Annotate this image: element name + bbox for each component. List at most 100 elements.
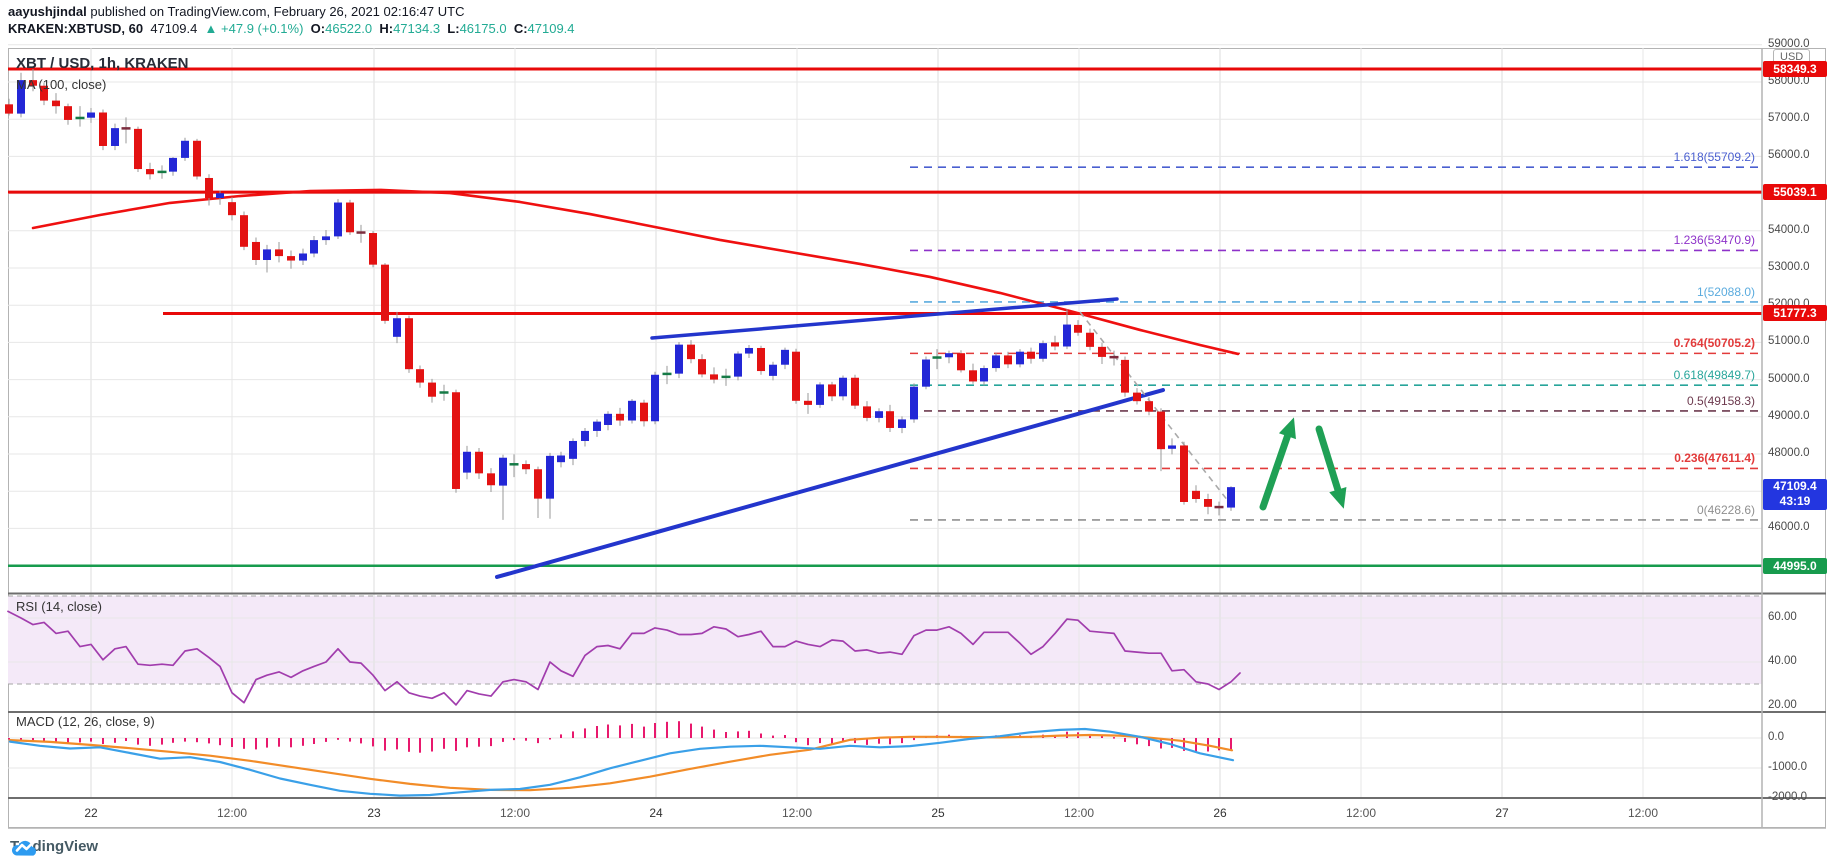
time-axis-label[interactable]: 24 (649, 806, 663, 820)
fib-level-label[interactable]: 0(46228.6) (1696, 502, 1755, 517)
candle-body[interactable] (263, 249, 271, 261)
candle-body[interactable] (1039, 343, 1047, 359)
candle-body[interactable] (1168, 445, 1176, 449)
candle-body[interactable] (499, 457, 507, 486)
candle-body[interactable] (17, 80, 25, 114)
candle-body[interactable] (252, 241, 260, 261)
candle-body[interactable] (604, 413, 612, 425)
price-axis-label[interactable]: 49000.0 (1768, 409, 1810, 422)
time-axis-label[interactable]: 22 (84, 806, 98, 820)
candle-body[interactable] (922, 359, 930, 387)
candle-body[interactable] (1180, 445, 1188, 502)
candle-body[interactable] (875, 411, 883, 418)
candle-body[interactable] (1145, 401, 1153, 412)
candle-body[interactable] (1204, 499, 1212, 507)
candle-body[interactable] (1133, 392, 1141, 402)
candle-body[interactable] (111, 128, 119, 146)
candle-body[interactable] (75, 116, 85, 120)
candle-body[interactable] (1004, 355, 1012, 365)
fib-level-label[interactable]: 1.236(53470.9) (1673, 233, 1755, 248)
candle-body[interactable] (721, 375, 731, 379)
candle-body[interactable] (1098, 346, 1106, 357)
candle-body[interactable] (240, 215, 248, 247)
candle-body[interactable] (1074, 324, 1082, 333)
candle-body[interactable] (334, 202, 342, 237)
fib-level-label[interactable]: 1.618(55709.2) (1673, 150, 1755, 165)
rsi-axis-label[interactable]: 60.00 (1768, 611, 1797, 623)
candle-body[interactable] (675, 344, 683, 374)
candle-body[interactable] (992, 355, 1000, 369)
candle-body[interactable] (310, 240, 318, 254)
candle-body[interactable] (64, 106, 72, 120)
candle-body[interactable] (581, 430, 589, 441)
candle-body[interactable] (1192, 490, 1200, 500)
candle-body[interactable] (216, 193, 224, 199)
candle-body[interactable] (416, 369, 424, 383)
candle-body[interactable] (863, 406, 871, 418)
fib-level-label[interactable]: 0.236(47611.4) (1674, 451, 1755, 466)
candle-body[interactable] (910, 386, 918, 420)
price-axis-label[interactable]: 59000.0 (1768, 37, 1810, 50)
price-axis-label[interactable]: 58000.0 (1768, 75, 1810, 87)
candle-body[interactable] (452, 392, 460, 489)
price-axis-label[interactable]: 56000.0 (1768, 149, 1810, 162)
candle-body[interactable] (969, 370, 977, 382)
chart-title[interactable]: XBT / USD, 1h, KRAKEN (16, 55, 189, 72)
fib-level-label[interactable]: 0.5(49158.3) (1686, 393, 1755, 408)
candle-body[interactable] (569, 440, 577, 459)
candle-body[interactable] (1086, 332, 1094, 347)
candle-body[interactable] (804, 400, 812, 405)
candle-body[interactable] (980, 368, 988, 382)
candle-body[interactable] (546, 455, 554, 499)
candle-body[interactable] (99, 112, 107, 146)
macd-axis-label[interactable]: -1000.0 (1768, 761, 1808, 773)
price-axis-label[interactable]: 50000.0 (1768, 372, 1810, 385)
ma-legend[interactable]: MA (100, close) (16, 77, 107, 92)
candle-body[interactable] (169, 157, 177, 172)
candle-body[interactable] (557, 455, 565, 463)
candle-body[interactable] (710, 374, 718, 380)
candle-body[interactable] (428, 382, 436, 397)
candle-body[interactable] (287, 256, 295, 261)
candle-body[interactable] (734, 353, 742, 377)
candle-body[interactable] (1121, 359, 1129, 393)
candle-body[interactable] (698, 359, 706, 375)
candle-body[interactable] (121, 127, 131, 130)
candle-body[interactable] (509, 463, 519, 466)
time-axis-label[interactable]: 12:00 (1063, 806, 1095, 820)
candle-body[interactable] (886, 411, 894, 428)
candle-body[interactable] (475, 451, 483, 474)
candle-body[interactable] (1214, 505, 1224, 509)
tradingview-logo[interactable]: TradingView (10, 838, 98, 856)
candle-body[interactable] (687, 344, 695, 360)
fib-level-label[interactable]: 0.764(50705.2) (1673, 336, 1755, 351)
price-axis-label[interactable]: 48000.0 (1768, 447, 1810, 459)
candle-body[interactable] (745, 347, 753, 354)
candle-body[interactable] (322, 236, 330, 241)
candle-body[interactable] (945, 353, 953, 358)
candle-body[interactable] (29, 80, 37, 86)
price-axis-label[interactable]: 51000.0 (1768, 335, 1810, 348)
time-axis-label[interactable]: 27 (1495, 806, 1509, 820)
candle-body[interactable] (87, 112, 95, 118)
candle-body[interactable] (522, 464, 530, 470)
fib-level-label[interactable]: 0.618(49849.7) (1673, 368, 1755, 383)
candle-body[interactable] (851, 377, 859, 406)
candle-body[interactable] (957, 353, 965, 371)
candle-body[interactable] (369, 233, 377, 265)
price-axis-label[interactable]: 54000.0 (1768, 223, 1810, 236)
candle-body[interactable] (134, 128, 142, 170)
time-axis-label[interactable]: 12:00 (1627, 806, 1659, 820)
candle-body[interactable] (146, 169, 154, 175)
candle-body[interactable] (781, 349, 789, 365)
candle-body[interactable] (839, 377, 847, 397)
candle-body[interactable] (299, 253, 307, 261)
candle-body[interactable] (228, 202, 236, 216)
candle-body[interactable] (816, 384, 824, 405)
candle-body[interactable] (534, 469, 542, 499)
candle-body[interactable] (157, 170, 167, 174)
candle-body[interactable] (381, 264, 389, 321)
candle-body[interactable] (1027, 351, 1035, 359)
candle-body[interactable] (1063, 324, 1071, 347)
candle-body[interactable] (487, 473, 495, 486)
